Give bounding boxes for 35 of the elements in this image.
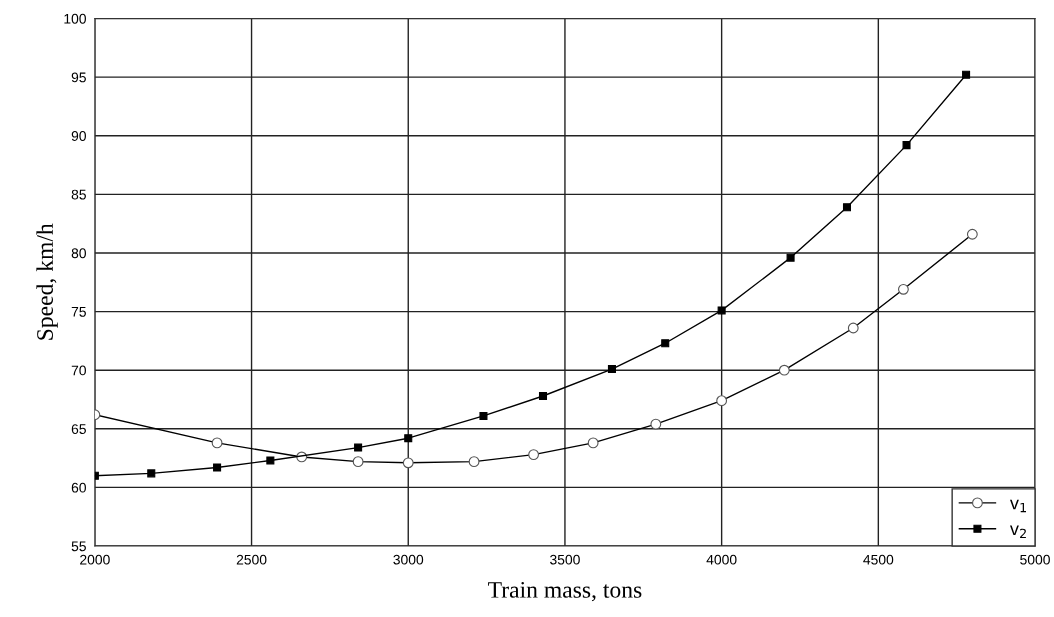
point: [479, 411, 488, 420]
y-axis-title: Speed, km/h: [36, 223, 58, 340]
y-tick-label: 95: [71, 72, 86, 83]
y-tick-label: 90: [71, 131, 86, 141]
point: [842, 203, 852, 212]
y-tick-label: 80: [71, 248, 86, 259]
point: [147, 469, 156, 478]
point: [538, 391, 548, 401]
point: [962, 70, 971, 79]
point: [717, 306, 726, 315]
x-tick-label: 4000: [706, 554, 737, 565]
point: [902, 141, 911, 150]
y-tick-label: 85: [71, 189, 86, 200]
x-tick-label: 3000: [393, 554, 424, 565]
y-tick-label: 55: [71, 541, 86, 552]
y-tick-label: 65: [71, 424, 86, 434]
y-tick-label: 75: [71, 307, 86, 317]
point: [404, 434, 413, 443]
y-tick-label: 60: [71, 482, 86, 493]
x-tick-label: 2000: [80, 554, 110, 565]
point: [607, 365, 616, 374]
x-tick-label: 5000: [1020, 554, 1050, 565]
point: [213, 463, 222, 472]
x-tick-label: 2500: [236, 554, 267, 565]
y-tick-label: 100: [64, 13, 86, 24]
y-tick-label: 70: [71, 365, 86, 376]
legend-label: v$_{1}$: [1009, 499, 1027, 513]
legend-label: v$_{2}$: [1009, 525, 1026, 539]
point: [354, 443, 363, 452]
point: [266, 456, 275, 465]
x-tick-label: 3500: [550, 554, 580, 565]
point: [661, 339, 670, 348]
x-axis-title: Train mass, tons: [488, 581, 642, 602]
x-tick-label: 4500: [863, 554, 894, 565]
point: [786, 253, 795, 262]
